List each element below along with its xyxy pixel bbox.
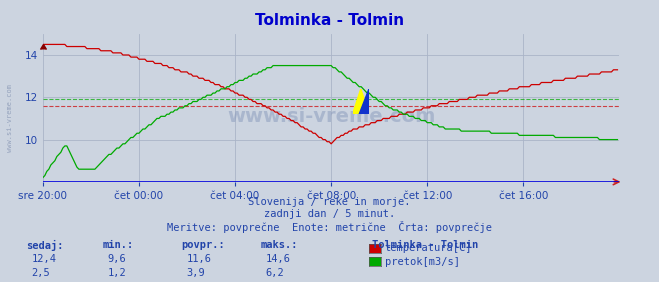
Text: povpr.:: povpr.:: [181, 240, 225, 250]
Text: 1,2: 1,2: [107, 268, 126, 278]
Text: www.si-vreme.com: www.si-vreme.com: [227, 107, 436, 126]
Text: 14,6: 14,6: [266, 254, 291, 264]
Text: Tolminka - Tolmin: Tolminka - Tolmin: [255, 13, 404, 28]
Text: 3,9: 3,9: [186, 268, 205, 278]
Text: Meritve: povprečne  Enote: metrične  Črta: povprečje: Meritve: povprečne Enote: metrične Črta:…: [167, 221, 492, 233]
Text: 6,2: 6,2: [266, 268, 284, 278]
Polygon shape: [353, 89, 369, 114]
Polygon shape: [359, 89, 369, 114]
Text: pretok[m3/s]: pretok[m3/s]: [385, 257, 460, 267]
Text: Tolminka - Tolmin: Tolminka - Tolmin: [372, 240, 478, 250]
Text: temperatura[C]: temperatura[C]: [385, 243, 473, 254]
Text: www.si-vreme.com: www.si-vreme.com: [7, 84, 13, 153]
Text: 11,6: 11,6: [186, 254, 212, 264]
Polygon shape: [361, 89, 378, 114]
Text: 2,5: 2,5: [32, 268, 50, 278]
Text: 12,4: 12,4: [32, 254, 57, 264]
Text: sedaj:: sedaj:: [26, 240, 64, 251]
Text: zadnji dan / 5 minut.: zadnji dan / 5 minut.: [264, 209, 395, 219]
Text: 9,6: 9,6: [107, 254, 126, 264]
Text: maks.:: maks.:: [260, 240, 298, 250]
Text: Slovenija / reke in morje.: Slovenija / reke in morje.: [248, 197, 411, 207]
Text: min.:: min.:: [102, 240, 133, 250]
